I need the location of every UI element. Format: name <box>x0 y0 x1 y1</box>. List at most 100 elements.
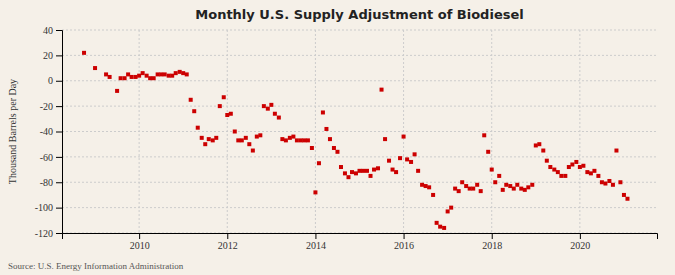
point <box>167 74 171 78</box>
tick: 2012 <box>218 233 238 251</box>
point <box>471 187 475 191</box>
tick-label: 0 <box>48 75 53 86</box>
point <box>273 112 277 116</box>
point <box>530 183 534 187</box>
point <box>339 165 343 169</box>
point <box>159 72 163 76</box>
point <box>152 76 156 80</box>
point <box>350 170 354 174</box>
point <box>82 51 86 55</box>
tick-mark <box>56 182 62 183</box>
grid-line <box>62 182 657 183</box>
point <box>493 180 497 184</box>
point <box>607 179 611 183</box>
point <box>501 188 505 192</box>
point <box>625 197 629 201</box>
point <box>295 138 299 142</box>
tick-label: -80 <box>40 177 53 188</box>
point <box>552 168 556 172</box>
point <box>346 175 350 179</box>
point <box>185 72 189 76</box>
source-note: Source: U.S. Energy Information Administ… <box>8 261 184 271</box>
point <box>545 159 549 163</box>
point <box>145 74 149 78</box>
point <box>255 135 259 139</box>
point <box>343 171 347 175</box>
point <box>515 183 519 187</box>
point <box>622 193 626 197</box>
point <box>313 190 317 194</box>
point <box>203 142 207 146</box>
point <box>214 136 218 140</box>
point <box>134 75 138 79</box>
tick-label: -100 <box>35 202 53 213</box>
point <box>236 138 240 142</box>
chart: 201020122014201620182020-120-100-80-60-4… <box>0 0 675 275</box>
point <box>148 76 152 80</box>
point <box>537 142 541 146</box>
tick: 2020 <box>570 233 590 251</box>
tick-label: -40 <box>40 126 53 137</box>
point <box>413 152 417 156</box>
tick-label: 2012 <box>218 240 238 251</box>
point <box>548 165 552 169</box>
point <box>446 209 450 213</box>
point <box>200 136 204 140</box>
point <box>361 169 365 173</box>
tick-mark <box>315 233 316 239</box>
point <box>453 187 457 191</box>
point <box>519 187 523 191</box>
point <box>233 130 237 134</box>
point <box>475 183 479 187</box>
grid-line <box>62 156 657 157</box>
point <box>391 168 395 172</box>
point <box>126 72 130 76</box>
grid-line <box>62 207 657 208</box>
point <box>354 171 358 175</box>
tick: 2010 <box>130 233 150 251</box>
point <box>104 72 108 76</box>
tick: 2014 <box>306 233 326 251</box>
point <box>328 137 332 141</box>
point <box>600 180 604 184</box>
point <box>383 137 387 141</box>
tick-mark <box>56 157 62 158</box>
point <box>611 183 615 187</box>
point <box>358 169 362 173</box>
point <box>317 161 321 165</box>
point <box>174 71 178 75</box>
grid-line <box>62 131 657 132</box>
tick: -120 <box>35 228 62 239</box>
point <box>508 184 512 188</box>
tick: -100 <box>35 202 62 213</box>
point <box>567 165 571 169</box>
tick-mark <box>56 208 62 209</box>
tick: 2016 <box>394 233 414 251</box>
point <box>163 72 167 76</box>
point <box>266 107 270 111</box>
tick-label: 2020 <box>570 240 590 251</box>
point <box>108 75 112 79</box>
point <box>614 149 618 153</box>
tick-label: 2016 <box>394 240 414 251</box>
tick-mark <box>492 233 493 239</box>
point <box>196 126 200 130</box>
point <box>115 89 119 93</box>
point <box>523 188 527 192</box>
point <box>192 109 196 113</box>
tick: 40 <box>43 25 62 36</box>
point <box>225 113 229 117</box>
point <box>596 174 600 178</box>
point <box>170 74 174 78</box>
point <box>178 70 182 74</box>
point <box>218 104 222 108</box>
tick-mark <box>580 233 581 239</box>
point <box>427 185 431 189</box>
x-axis: 201020122014201620182020 <box>63 233 658 251</box>
point <box>464 184 468 188</box>
point <box>534 143 538 147</box>
point <box>420 183 424 187</box>
point <box>504 183 508 187</box>
grid-line <box>62 30 657 31</box>
point <box>457 189 461 193</box>
